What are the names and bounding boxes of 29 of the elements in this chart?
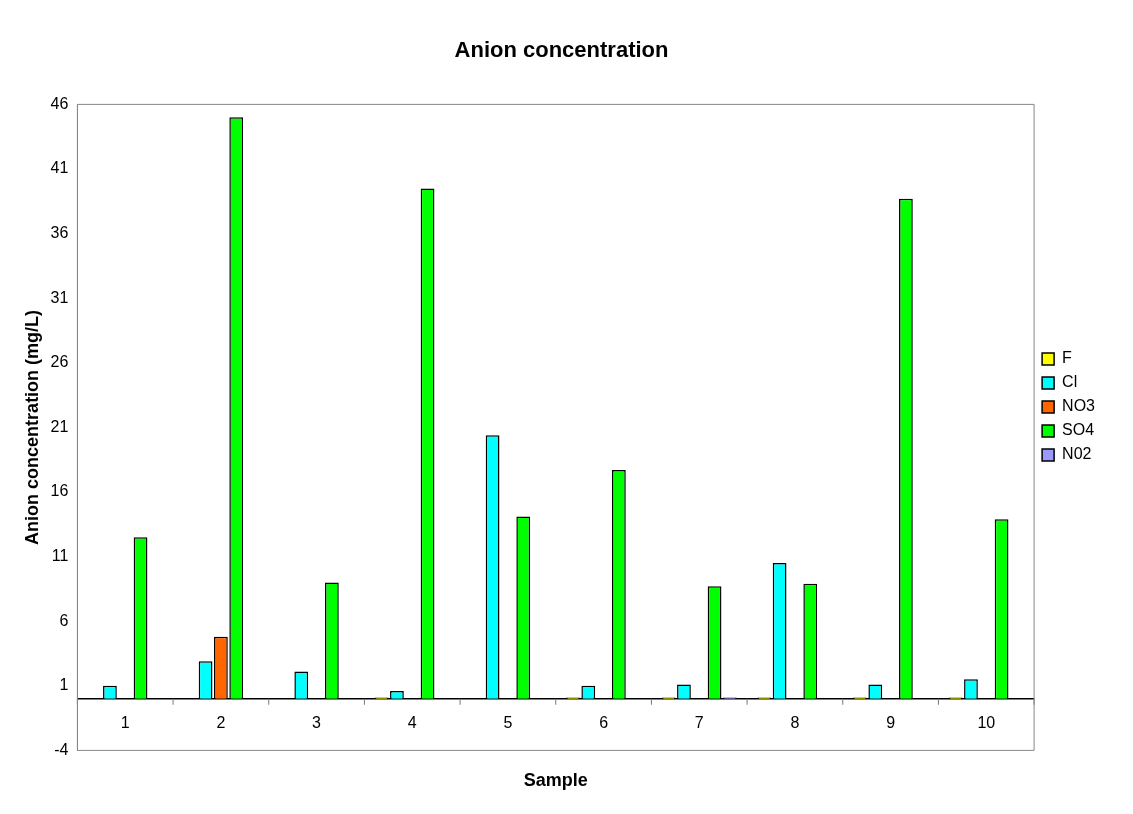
x-tick-label: 10 [977,714,996,732]
y-tick-label: 6 [59,611,69,629]
x-tick-label: 6 [599,714,609,732]
y-tick-label: -4 [54,740,69,758]
y-tick-label: 41 [50,159,69,177]
y-tick-label: 21 [50,417,69,435]
y-tick-label: 36 [50,224,69,242]
x-tick-label: 7 [694,714,704,732]
x-tick-label: 4 [407,714,417,732]
legend-label: NO3 [1062,397,1096,415]
x-tick-label: 5 [503,714,513,732]
y-tick-label: 31 [50,288,69,306]
legend-label: N02 [1062,445,1092,463]
x-tick-label: 2 [216,714,226,732]
y-tick-label: 11 [51,547,69,565]
y-tick-label: 26 [50,353,69,371]
legend-label: SO4 [1062,421,1095,439]
legend-label: F [1062,349,1073,367]
legend-label: Cl [1062,373,1078,391]
x-tick-label: 3 [312,714,322,732]
x-tick-label: 8 [790,714,800,732]
x-axis-title: Sample [523,770,588,791]
y-tick-label: 46 [50,94,69,112]
x-tick-label: 1 [120,714,130,732]
y-axis-title: Anion concentration (mg/L) [21,309,42,545]
chart-title: Anion concentration [454,37,669,63]
y-tick-label: 1 [59,676,69,694]
y-tick-label: 16 [50,482,69,500]
x-tick-label: 9 [886,714,896,732]
